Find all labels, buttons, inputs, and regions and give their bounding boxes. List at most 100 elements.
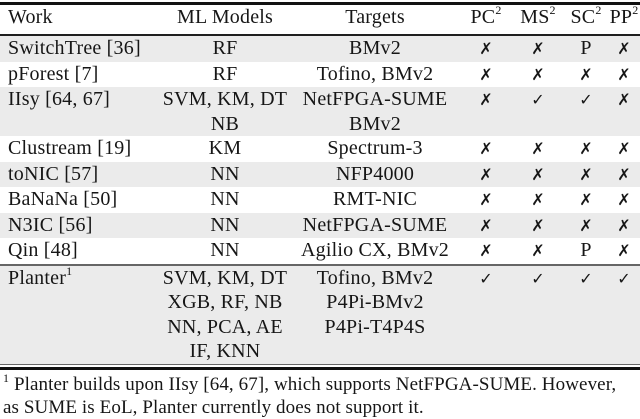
mark-cell-sc: ✗ <box>564 136 608 162</box>
models-cell: RF <box>160 62 290 88</box>
mark-cell-pc: ✗ <box>460 62 512 88</box>
mark-cell-pp: ✗ <box>608 136 640 162</box>
targets-cell-line: NFP4000 <box>335 162 415 185</box>
check-icon: ✓ <box>531 90 545 109</box>
targets-cell: NetFPGA-SUME <box>290 213 460 239</box>
metric-label: PC <box>470 6 496 28</box>
col-header-work: Work <box>8 6 53 28</box>
targets-cell-line: Spectrum-3 <box>327 137 423 159</box>
models-cell-line: KM <box>208 137 242 159</box>
footnote-text-1: Planter builds upon IIsy [64, 67], which… <box>13 374 617 395</box>
work-cell: toNIC [57] <box>0 162 160 188</box>
targets-cell-line: NetFPGA-SUME <box>302 88 448 110</box>
targets-cell: NFP4000 <box>290 162 460 188</box>
mark-cell-ms: ✗ <box>512 187 564 213</box>
partial-support-label: P <box>580 239 592 261</box>
mark-cell-ms: ✗ <box>512 62 564 88</box>
table-header-row: Work ML Models Targets PC2 MS2 SC2 PP2 <box>0 3 640 36</box>
mark-cell-ms: ✗ <box>512 36 564 62</box>
targets-cell-line: RMT-NIC <box>332 188 417 210</box>
metric-superscript: 2 <box>495 3 502 18</box>
metric-label: SC <box>570 6 596 28</box>
mark-cell-pc: ✗ <box>460 238 512 264</box>
mark-cell-sc: P <box>564 36 608 62</box>
models-cell: KM <box>160 136 290 162</box>
comparison-table: Work ML Models Targets PC2 MS2 SC2 PP2 S… <box>0 2 640 370</box>
targets-cell: Tofino, BMv2 P4Pi-BMv2 P4Pi-T4P4S <box>290 266 460 364</box>
cross-icon: ✗ <box>617 190 631 209</box>
cross-icon: ✗ <box>531 164 545 184</box>
targets-cell: RMT-NIC <box>290 187 460 213</box>
metric-superscript: 2 <box>549 3 556 18</box>
table-row: Planter1 SVM, KM, DT XGB, RF, NB NN, PCA, A… <box>0 263 640 364</box>
models-cell: NN <box>160 213 290 239</box>
mark-cell-sc: ✗ <box>564 162 608 188</box>
work-label: Planter <box>8 266 67 289</box>
work-label: toNIC [57] <box>8 162 99 185</box>
table-footnote: 1 Planter builds upon IIsy [64, 67], whi… <box>0 370 640 419</box>
footnote-text-2: as SUME is EoL, Planter currently does n… <box>3 397 424 418</box>
models-cell-line: NN, PCA, AE <box>167 315 283 338</box>
col-header-pc2: PC2 <box>460 3 512 34</box>
cross-icon: ✗ <box>531 64 545 84</box>
models-cell-line: NN <box>210 162 240 185</box>
work-cell: Clustream [19] <box>0 136 160 162</box>
metric-label: PP <box>609 6 633 28</box>
cross-icon: ✗ <box>531 215 545 235</box>
cross-icon: ✗ <box>479 215 493 235</box>
table-bottom-rule <box>0 363 640 370</box>
table-row: Clustream [19] KM Spectrum-3 ✗ ✗ ✗ ✗ <box>0 136 640 162</box>
targets-cell: Agilio CX, BMv2 <box>290 238 460 264</box>
cross-icon: ✗ <box>617 139 631 158</box>
cross-icon: ✗ <box>617 164 631 184</box>
targets-cell-line: P4Pi-T4P4S <box>324 315 426 338</box>
models-cell-line: NB <box>210 112 240 135</box>
targets-cell-line: BMv2 <box>349 37 401 59</box>
work-footnote-marker: 1 <box>66 263 73 278</box>
check-icon: ✓ <box>617 268 631 288</box>
mark-cell-pp: ✓ <box>608 266 640 364</box>
cross-icon: ✗ <box>479 139 493 158</box>
cross-icon: ✗ <box>531 139 545 158</box>
models-cell-line: IF, KNN <box>189 340 261 362</box>
partial-support-label: P <box>580 37 592 59</box>
cross-icon: ✗ <box>579 64 593 84</box>
models-cell-line: RF <box>212 37 238 59</box>
targets-cell-line: Tofino, BMv2 <box>316 266 434 289</box>
cross-icon: ✗ <box>531 241 545 260</box>
cross-icon: ✗ <box>617 241 631 260</box>
mark-cell-pc: ✗ <box>460 87 512 136</box>
footnote-marker: 1 <box>3 370 10 385</box>
mark-cell-pc: ✓ <box>460 266 512 364</box>
mark-cell-ms: ✗ <box>512 213 564 239</box>
cross-icon: ✗ <box>479 241 493 260</box>
targets-cell-line: Tofino, BMv2 <box>316 62 434 85</box>
mark-cell-ms: ✗ <box>512 162 564 188</box>
cross-icon: ✗ <box>579 190 593 209</box>
work-cell: N3IC [56] <box>0 213 160 239</box>
mark-cell-pp: ✗ <box>608 87 640 136</box>
models-cell: NN <box>160 162 290 188</box>
models-cell: RF <box>160 36 290 62</box>
work-label: pForest [7] <box>8 62 99 85</box>
check-icon: ✓ <box>579 268 593 288</box>
targets-cell: BMv2 <box>290 36 460 62</box>
cross-icon: ✗ <box>579 215 593 235</box>
work-label: IIsy [64, 67] <box>8 88 111 110</box>
mark-cell-sc: ✗ <box>564 62 608 88</box>
work-cell: SwitchTree [36] <box>0 36 160 62</box>
cross-icon: ✗ <box>617 215 631 235</box>
cross-icon: ✗ <box>531 39 545 58</box>
mark-cell-sc: ✓ <box>564 266 608 364</box>
models-cell: NN <box>160 238 290 264</box>
mark-cell-sc: ✓ <box>564 87 608 136</box>
table-row: SwitchTree [36] RF BMv2 ✗ ✗ P ✗ <box>0 36 640 62</box>
targets-cell: Spectrum-3 <box>290 136 460 162</box>
work-label: Clustream [19] <box>8 137 132 159</box>
cross-icon: ✗ <box>617 39 631 58</box>
models-cell-line: NN <box>210 188 240 210</box>
mark-cell-sc: ✗ <box>564 213 608 239</box>
footnote-line-2: as SUME is EoL, Planter currently does n… <box>3 396 640 419</box>
targets-cell-line: NetFPGA-SUME <box>302 213 448 236</box>
